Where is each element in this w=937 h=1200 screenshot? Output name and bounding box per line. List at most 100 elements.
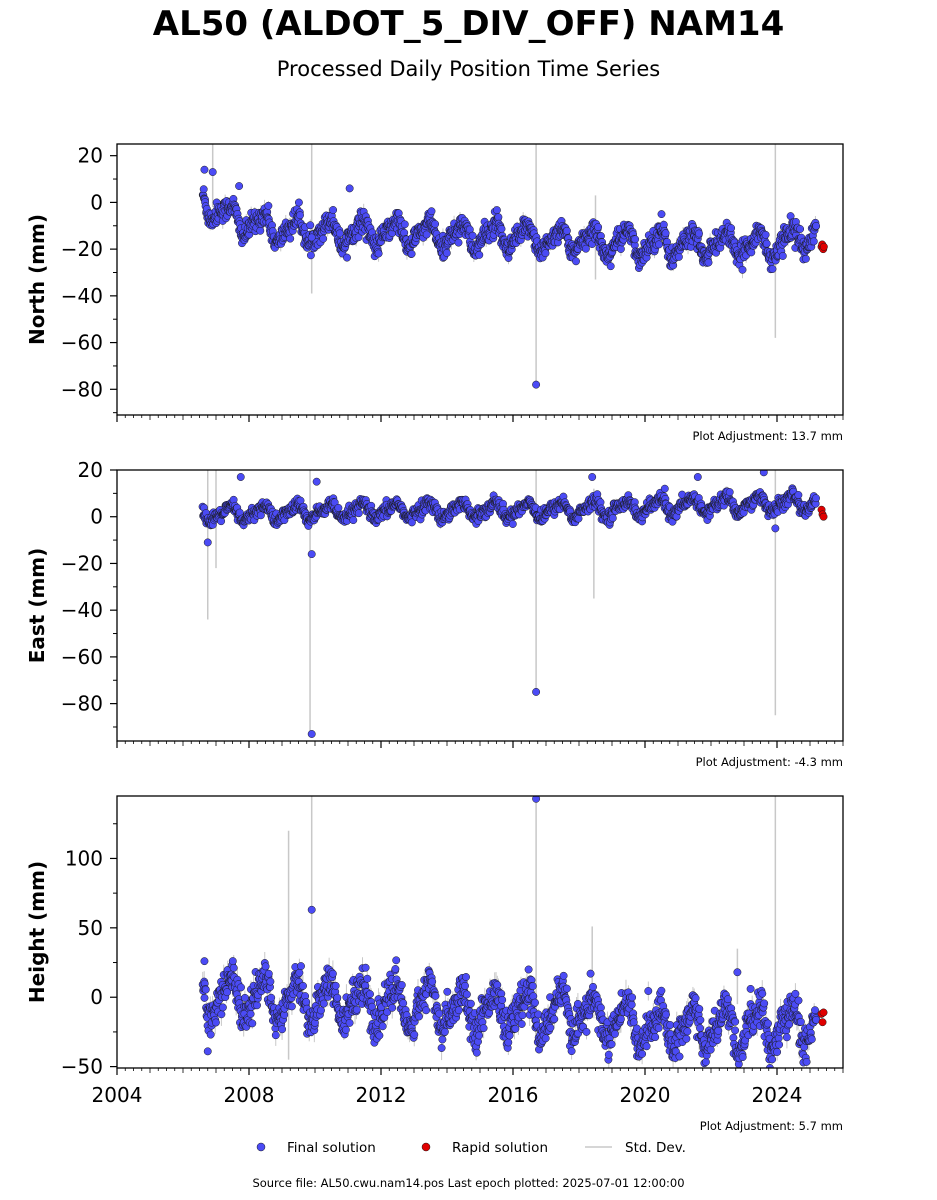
- final-point-outlier: [693, 473, 702, 481]
- final-point: [237, 983, 245, 992]
- final-point: [794, 491, 803, 499]
- final-point: [468, 231, 477, 240]
- final-point-outlier: [660, 484, 669, 493]
- final-point: [374, 249, 383, 258]
- final-point: [296, 211, 304, 220]
- panel-north: 20 0 −20 −40 −60 −80 North (mm) Plot Adjustment…: [25, 143, 844, 443]
- final-point: [201, 985, 210, 994]
- final-point: [294, 198, 303, 207]
- final-point: [334, 503, 343, 512]
- final-point-outlier: [532, 380, 541, 389]
- y-tick-label: 20: [78, 144, 103, 168]
- final-point: [211, 1018, 220, 1027]
- final-point: [492, 206, 501, 215]
- y-tick-label: −40: [61, 284, 103, 308]
- y-axis-label: North (mm): [25, 214, 49, 345]
- final-point: [266, 977, 275, 986]
- final-point: [267, 993, 276, 1002]
- final-point: [287, 1002, 296, 1011]
- final-point: [572, 257, 580, 266]
- final-point-outlier: [208, 168, 217, 176]
- final-point: [809, 237, 818, 246]
- final-point: [200, 993, 209, 1002]
- final-point: [271, 1031, 280, 1040]
- final-point: [256, 511, 265, 520]
- x-ticks: [116, 741, 844, 748]
- y-axis-label: East (mm): [25, 548, 49, 664]
- final-point-outlier: [307, 730, 316, 738]
- final-point: [335, 229, 344, 238]
- chart-subtitle: Processed Daily Position Time Series: [276, 57, 661, 81]
- final-solution-points: [198, 796, 821, 1068]
- final-point: [762, 239, 771, 248]
- final-point: [407, 249, 416, 258]
- final-point: [297, 962, 305, 971]
- final-point: [422, 230, 431, 239]
- final-point-outlier: [588, 473, 597, 481]
- final-point: [768, 265, 777, 273]
- final-point: [261, 962, 270, 971]
- final-point: [574, 514, 583, 523]
- plot-area: [198, 796, 828, 1068]
- final-point: [594, 223, 603, 232]
- rapid-point: [819, 512, 828, 521]
- final-point: [631, 235, 640, 244]
- final-point-outlier: [307, 550, 316, 559]
- final-point: [278, 1025, 287, 1034]
- final-point: [661, 229, 670, 238]
- final-point: [475, 250, 484, 259]
- final-point: [286, 234, 295, 243]
- rapid-solution-points: [817, 240, 828, 254]
- final-point: [223, 988, 232, 997]
- final-point: [727, 224, 736, 233]
- final-point: [319, 234, 328, 243]
- final-point: [229, 963, 238, 972]
- final-point: [541, 249, 550, 258]
- final-point: [494, 213, 503, 222]
- y-tick-label: −40: [61, 598, 103, 622]
- panel-east: 20 0 −20 −40 −60 −80 East (mm) Plot Adjustment:…: [25, 458, 844, 769]
- final-point: [354, 233, 363, 242]
- chart-title: AL50 (ALDOT_5_DIV_OFF) NAM14: [152, 4, 785, 44]
- final-point-outlier: [657, 210, 666, 219]
- final-point: [264, 969, 273, 978]
- final-point: [253, 1001, 261, 1010]
- panels-group: 20 0 −20 −40 −60 −80 North (mm) Plot Adjustment…: [25, 143, 844, 1133]
- x-ticks: [116, 415, 844, 422]
- final-point: [812, 494, 820, 503]
- final-point: [217, 1010, 226, 1019]
- final-solution-points: [198, 165, 821, 389]
- final-point: [306, 251, 315, 260]
- rapid-solution-points: [817, 505, 828, 521]
- final-point: [329, 206, 338, 214]
- final-point: [349, 516, 358, 525]
- final-point-outlier: [759, 470, 768, 477]
- final-point: [248, 1019, 257, 1028]
- final-point: [508, 520, 517, 528]
- y-tick-label: −60: [61, 331, 103, 355]
- final-point: [778, 252, 787, 260]
- final-point: [695, 229, 703, 238]
- y-ticks: [110, 469, 117, 728]
- final-point: [256, 226, 265, 235]
- final-point: [704, 258, 713, 267]
- plot-adjustment-label: Plot Adjustment: 13.7 mm: [692, 429, 843, 443]
- final-point: [206, 1030, 215, 1039]
- y-tick-label: 20: [78, 458, 103, 482]
- final-point: [306, 221, 315, 230]
- final-point: [761, 230, 770, 239]
- final-point-outlier: [236, 473, 245, 481]
- final-solution-points: [198, 470, 820, 738]
- final-point: [454, 238, 463, 247]
- final-point: [606, 262, 615, 271]
- final-point: [497, 224, 506, 233]
- final-point-outlier: [203, 538, 212, 547]
- final-point: [431, 220, 440, 228]
- final-point: [725, 488, 734, 497]
- y-tick-label: −80: [61, 692, 103, 716]
- final-point: [674, 252, 683, 261]
- final-point: [801, 254, 810, 263]
- final-point: [442, 249, 451, 257]
